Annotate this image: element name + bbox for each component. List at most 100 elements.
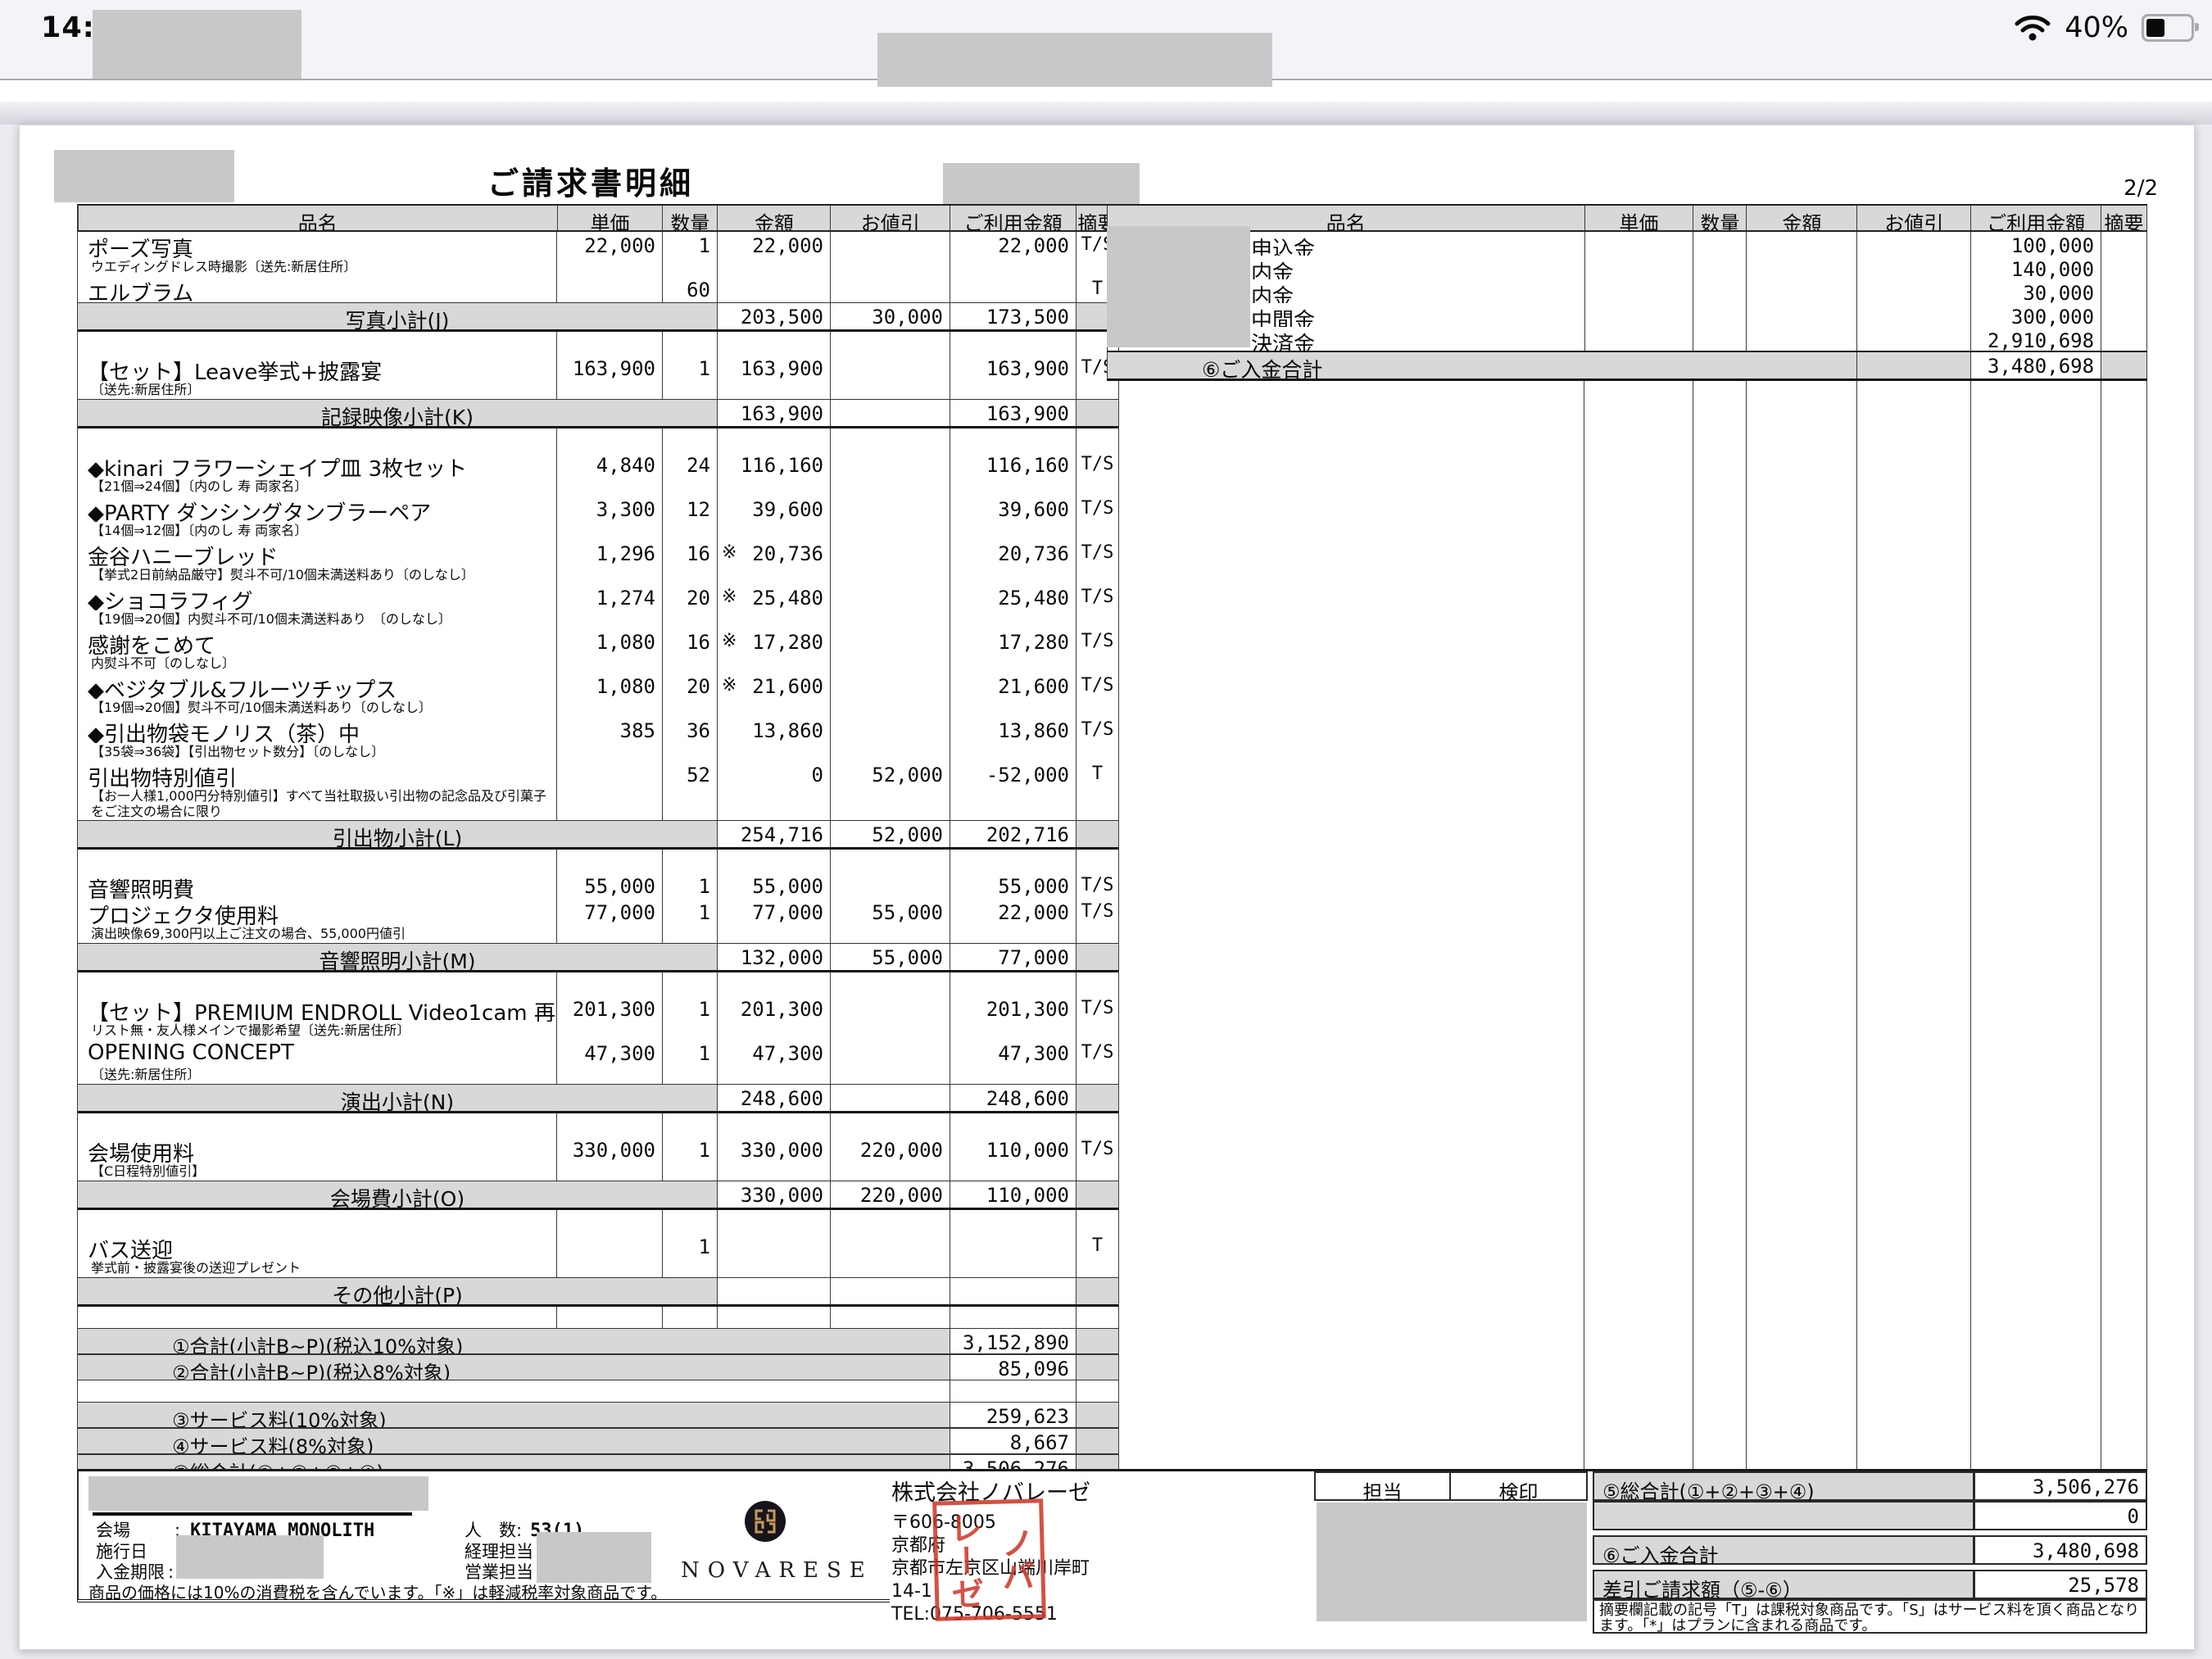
- amount: 330,000: [718, 1136, 831, 1163]
- footer-total-value: 0: [1974, 1501, 2147, 1530]
- toolbar-shadow: [0, 102, 2212, 125]
- subtotal-row: 演出小計(N) 248,600 248,600: [78, 1084, 1118, 1113]
- empty-cell: [663, 1259, 718, 1277]
- item-row: 金谷ハニーブレッド 1,296 16 ※ 20,736 20,736 T/S: [78, 540, 1118, 566]
- redacted-block: [54, 150, 234, 202]
- remark: T/S: [1081, 631, 1114, 651]
- charged-amount: 17,280: [950, 628, 1077, 655]
- empty-cell: [718, 925, 831, 943]
- empty-cell: [831, 655, 950, 673]
- subtotal-label: 記録映像小計(K): [78, 400, 718, 426]
- subtotal-row: 会場費小計(O) 330,000 220,000 110,000: [78, 1181, 1118, 1210]
- remark: [1077, 1455, 1118, 1469]
- item-row: ◆引出物袋モノリス（茶）中 385 36 13,860 13,860 T/S: [78, 717, 1118, 743]
- payment-name: 中間金: [1108, 303, 1585, 327]
- empty-cell: [718, 610, 831, 628]
- quantity: [1693, 279, 1747, 303]
- empty-cell: [831, 610, 950, 628]
- quantity: 1: [663, 995, 718, 1022]
- discount: [1857, 327, 1972, 351]
- discount: [831, 496, 950, 522]
- unit-price: [557, 761, 663, 787]
- reduced-tax-mark: ※: [722, 631, 737, 651]
- unit-price: 4,840: [557, 451, 663, 478]
- amount: [718, 276, 831, 302]
- item-row: 音響照明費 55,000 1 55,000 55,000 T/S: [78, 873, 1118, 899]
- unit-price: [1585, 256, 1694, 279]
- charged-amount: 248,600: [950, 1085, 1077, 1111]
- quantity: 1: [663, 355, 718, 381]
- empty-cell: [831, 1113, 950, 1136]
- summary-row: ③サービス料(10%対象) 259,623: [78, 1402, 1118, 1428]
- unit-price: 77,000: [557, 899, 663, 925]
- section-spacer-row: [78, 332, 1118, 355]
- item-note-row: 【35袋⇒36袋】【引出物セット数分】〔のしなし〕: [78, 743, 1118, 761]
- empty-cell: [718, 1022, 831, 1040]
- footer-total-row: 差引ご請求額（⑤-⑥） 25,578: [1593, 1570, 2147, 1602]
- remark: [2101, 256, 2147, 279]
- empty-cell: [663, 566, 718, 584]
- empty-cell: [718, 655, 831, 673]
- item-row: 感謝をこめて 1,080 16 ※ 17,280 17,280 T/S: [78, 628, 1118, 655]
- subtotal-row: 音響照明小計(M) 132,000 55,000 77,000: [78, 943, 1118, 972]
- empty-cell: [663, 1022, 718, 1040]
- charged-amount: 25,480: [950, 584, 1077, 610]
- empty-cell: [557, 1307, 663, 1328]
- remark: T/S: [1081, 498, 1114, 519]
- discount: [1857, 279, 1972, 303]
- empty-cell: [557, 850, 663, 873]
- empty-cell: [950, 1113, 1077, 1136]
- item-note: 【19個⇒20個】内熨斗不可/10個未満送料あり 〔のしなし〕: [78, 610, 557, 628]
- item-note-row: 【21個⇒24個】〔内のし 寿 両家名〕: [78, 478, 1118, 496]
- empty-cell: [831, 522, 950, 540]
- empty-cell: [557, 478, 663, 496]
- empty-cell: [950, 1259, 1077, 1277]
- unit-price: 1,080: [557, 628, 663, 655]
- empty-cell: [663, 1066, 718, 1084]
- summary-value: 8,667: [950, 1429, 1077, 1453]
- amount: 201,300: [718, 995, 831, 1022]
- quantity: 1: [663, 1040, 718, 1066]
- column-header: ご利用金額: [950, 206, 1077, 230]
- remark: T/S: [1081, 719, 1114, 740]
- item-note-row: ウエディングドレス時撮影〔送先:新居住所〕: [78, 258, 1118, 276]
- item-row: OPENING CONCEPT 47,300 1 47,300 47,300 T/S: [78, 1040, 1118, 1066]
- empty-cell: [950, 699, 1077, 717]
- document-scroll-area[interactable]: ご請求書明細 2/2 品名 単価 数量 金額 お値引 ご利用金額 摘要 ポーズ写真 22,000…: [0, 125, 2212, 1659]
- charged-amount: 116,160: [950, 451, 1077, 478]
- empty-cell: [950, 258, 1077, 276]
- empty-cell: [557, 787, 663, 820]
- remark: [1077, 821, 1118, 847]
- item-note-text: 【14個⇒12個】〔内のし 寿 両家名〕: [91, 523, 308, 538]
- charged-amount: 22,000: [950, 899, 1077, 925]
- discount: 220,000: [831, 1136, 950, 1163]
- empty-cell: [78, 850, 557, 873]
- empty-cell: [557, 1210, 663, 1233]
- discount: [1857, 256, 1972, 279]
- charged-amount: 202,716: [950, 821, 1077, 847]
- payments-total-value: 3,480,698: [1971, 352, 2102, 378]
- remark: T/S: [1081, 901, 1114, 922]
- novarese-logo-icon: [745, 1501, 786, 1542]
- discount: 55,000: [831, 944, 950, 970]
- company-address-line: 14-1: [891, 1581, 932, 1602]
- amount: [1747, 279, 1858, 303]
- discount: [831, 1040, 950, 1066]
- unit-price: 3,300: [557, 496, 663, 522]
- empty-cell: [557, 566, 663, 584]
- amount: 39,600: [718, 496, 831, 522]
- empty-cell: [718, 1307, 831, 1328]
- amount: ※ 17,280: [718, 628, 831, 655]
- charged-amount: 100,000: [1971, 232, 2102, 256]
- brand-wordmark: NOVARESE: [681, 1558, 873, 1583]
- remark: T/S: [1081, 454, 1114, 474]
- empty-cell: [1584, 381, 1693, 1469]
- redacted-block: [93, 10, 301, 79]
- item-note-row: リスト無・友人様メインで撮影希望〔送先:新居住所〕: [78, 1022, 1118, 1040]
- quantity: 1: [663, 1233, 718, 1259]
- remark: [1077, 1085, 1118, 1111]
- empty-cell: [663, 699, 718, 717]
- battery-percent: 40%: [2065, 11, 2128, 44]
- empty-cell: [78, 1307, 557, 1328]
- empty-cell: [663, 972, 718, 995]
